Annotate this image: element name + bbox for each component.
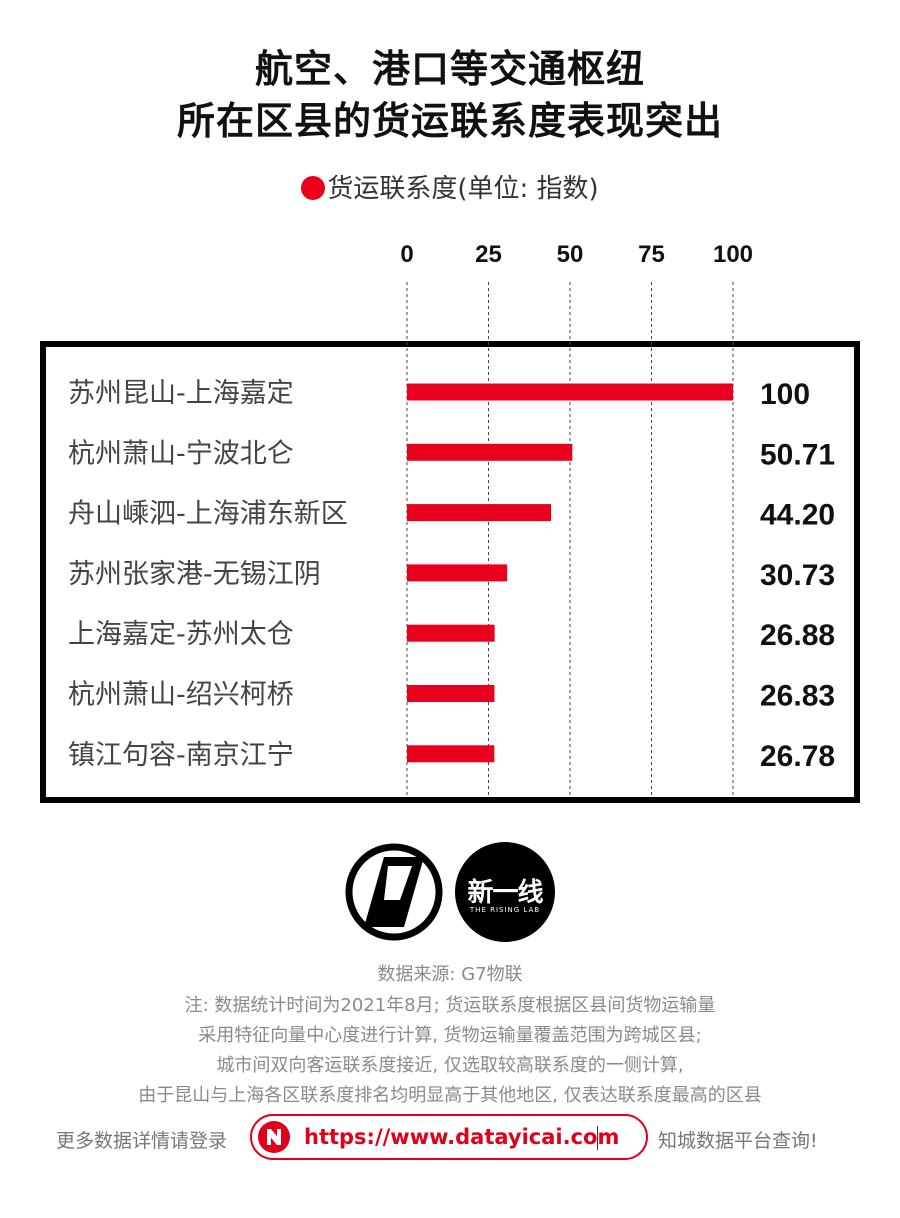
category-label: 上海嘉定-苏州太仓 (68, 619, 294, 650)
category-label: 杭州萧山-绍兴柯桥 (68, 680, 294, 711)
data-source: 数据来源: G7物联 (377, 964, 523, 985)
chart-title-line-2: 所在区县的货运联系度表现突出 (176, 99, 723, 143)
value-label: 44.20 (760, 499, 835, 532)
x-tick-label: 0 (400, 241, 413, 268)
value-label: 100 (760, 378, 810, 411)
value-label: 30.73 (760, 559, 835, 592)
footer: 更多数据详情请登录 https://www.datayicai.com 知城数据… (0, 1114, 900, 1164)
category-label: 镇江句容-南京江宁 (68, 740, 294, 771)
note-line: 城市间双向客运联系度接近, 仅选取较高联系度的一侧计算, (216, 1055, 684, 1076)
bar (407, 443, 573, 461)
x-tick-label: 25 (475, 241, 502, 268)
chart-title-line-1: 航空、港口等交通枢纽 (254, 47, 645, 91)
chart-frame (40, 341, 860, 803)
legend: 货运联系度(单位: 指数) (0, 168, 900, 205)
xinyixian-logo: 新一线 THE RISING LAB (455, 842, 555, 942)
legend-dot-icon (301, 176, 326, 200)
note-line: 注: 数据统计时间为2021年8月; 货运联系度根据区县间货物运输量 (184, 995, 716, 1016)
category-label: 苏州昆山-上海嘉定 (68, 378, 294, 409)
url-text[interactable]: https://www.datayicai.com (304, 1125, 620, 1149)
bar (407, 383, 733, 401)
x-tick-label: 75 (638, 241, 665, 268)
legend-label: 货运联系度(单位: 指数) (327, 174, 599, 204)
value-label: 50.71 (760, 438, 835, 471)
value-label: 26.83 (760, 680, 835, 713)
bar (407, 564, 508, 582)
category-label: 舟山嵊泗-上海浦东新区 (68, 499, 348, 530)
value-label: 26.88 (760, 619, 835, 652)
notes: 注: 数据统计时间为2021年8月; 货运联系度根据区县间货物运输量 采用特征向… (0, 991, 900, 1111)
note-line: 由于昆山与上海各区联系度排名均明显高于其他地区, 仅表达联系度最高的区县 (138, 1085, 762, 1106)
x-tick-label: 100 (713, 241, 753, 268)
logo-subtitle: THE RISING LAB (469, 906, 541, 914)
bar (407, 504, 552, 522)
logos: 新一线 THE RISING LAB (344, 842, 556, 942)
logo-name: 新一线 (467, 878, 543, 908)
note-line: 采用特征向量中心度进行计算, 货物运输量覆盖范围为跨城区县; (198, 1025, 702, 1046)
x-tick-label: 50 (557, 241, 584, 268)
platform-logo-icon (258, 1121, 290, 1153)
bar (407, 745, 495, 763)
value-label: 26.78 (760, 740, 835, 773)
text-caret (597, 1126, 598, 1150)
bar-chart: 0 25 50 75 100 苏州昆山-上海嘉定 100 杭州萧山-宁波北仑 50.71 舟山嵊泗… (40, 241, 860, 803)
url-link[interactable]: https://www.datayicai.com (250, 1114, 648, 1160)
bar (407, 685, 495, 702)
category-label: 杭州萧山-宁波北仑 (68, 438, 294, 469)
footer-right-text: 知城数据平台查询! (658, 1130, 818, 1152)
bar (407, 624, 495, 642)
category-label: 苏州张家港-无锡江阴 (68, 559, 321, 590)
footer-left-text: 更多数据详情请登录 (56, 1130, 228, 1152)
brand-logo-icon (345, 843, 443, 941)
